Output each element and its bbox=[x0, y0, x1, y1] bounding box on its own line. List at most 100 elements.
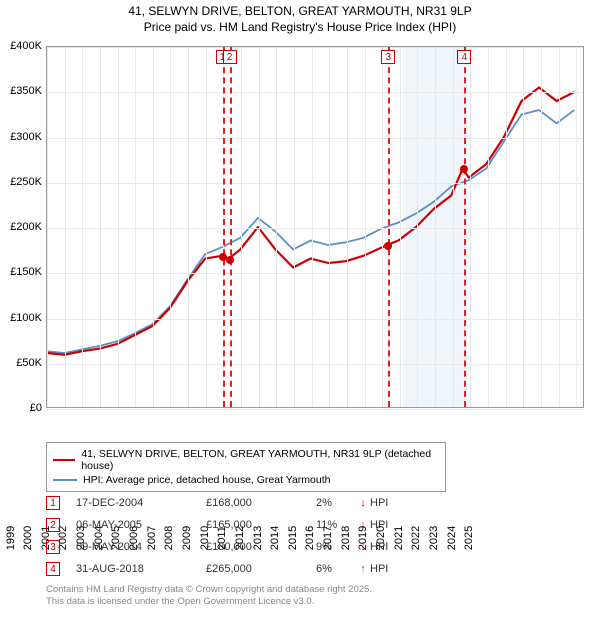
tx-date: 09-MAY-2014 bbox=[76, 541, 206, 553]
gridline-v bbox=[153, 47, 154, 407]
y-tick-label: £50K bbox=[2, 357, 42, 369]
gridline-v bbox=[576, 47, 577, 407]
gridline-v bbox=[417, 47, 418, 407]
y-tick-label: £150K bbox=[2, 266, 42, 278]
gridline-v bbox=[470, 47, 471, 407]
marker-line bbox=[230, 47, 232, 407]
arrow-down-icon: ↓ bbox=[356, 541, 370, 553]
tx-price: £168,000 bbox=[206, 497, 316, 509]
gridline-v bbox=[365, 47, 366, 407]
chart-container: 41, SELWYN DRIVE, BELTON, GREAT YARMOUTH… bbox=[0, 0, 600, 620]
gridline-h bbox=[47, 409, 583, 410]
marker-number-box: 3 bbox=[381, 50, 395, 64]
data-point-dot bbox=[226, 256, 234, 264]
data-point-dot bbox=[384, 242, 392, 250]
legend-item: 41, SELWYN DRIVE, BELTON, GREAT YARMOUTH… bbox=[53, 447, 439, 473]
arrow-down-icon: ↓ bbox=[356, 519, 370, 531]
chart-title: 41, SELWYN DRIVE, BELTON, GREAT YARMOUTH… bbox=[0, 0, 600, 35]
gridline-v bbox=[170, 47, 171, 407]
gridline-v bbox=[506, 47, 507, 407]
tx-price: £265,000 bbox=[206, 563, 316, 575]
tx-date: 06-MAY-2005 bbox=[76, 519, 206, 531]
gridline-v bbox=[488, 47, 489, 407]
gridline-v bbox=[65, 47, 66, 407]
line-chart-svg bbox=[47, 47, 583, 407]
transaction-row: 2 06-MAY-2005£165,00011%↓HPI bbox=[46, 514, 400, 536]
transaction-table: 117-DEC-2004£168,0002%↓HPI206-MAY-2005£1… bbox=[46, 492, 400, 580]
tx-pct: 2% bbox=[316, 497, 356, 509]
transaction-row: 309-MAY-2014£180,0009%↓HPI bbox=[46, 536, 400, 558]
plot-area: 1234 bbox=[46, 46, 584, 408]
gridline-v bbox=[329, 47, 330, 407]
tx-hpi-label: HPI bbox=[370, 497, 400, 509]
tx-pct: 6% bbox=[316, 563, 356, 575]
marker-line bbox=[223, 47, 225, 407]
gridline-v bbox=[135, 47, 136, 407]
gridline-v bbox=[206, 47, 207, 407]
transaction-row: 4 31-AUG-2018£265,0006%↑HPI bbox=[46, 558, 400, 580]
marker-line bbox=[388, 47, 390, 407]
gridline-v bbox=[382, 47, 383, 407]
gridline-h bbox=[47, 273, 583, 274]
gridline-h bbox=[47, 92, 583, 93]
tx-number-box: 1 bbox=[46, 496, 60, 510]
y-tick-label: £400K bbox=[2, 40, 42, 52]
gridline-v bbox=[47, 47, 48, 407]
marker-number-box: 2 bbox=[223, 50, 237, 64]
footer-line-1: Contains HM Land Registry data © Crown c… bbox=[46, 584, 372, 595]
legend-label: HPI: Average price, detached house, Grea… bbox=[83, 474, 330, 486]
gridline-v bbox=[241, 47, 242, 407]
title-line-1: 41, SELWYN DRIVE, BELTON, GREAT YARMOUTH… bbox=[128, 4, 471, 18]
footer-line-2: This data is licensed under the Open Gov… bbox=[46, 596, 314, 607]
y-tick-label: £250K bbox=[2, 176, 42, 188]
legend-swatch-blue bbox=[53, 479, 77, 481]
gridline-h bbox=[47, 47, 583, 48]
title-line-2: Price paid vs. HM Land Registry's House … bbox=[144, 20, 456, 34]
tx-number-box: 4 bbox=[46, 562, 60, 576]
gridline-h bbox=[47, 228, 583, 229]
tx-hpi-label: HPI bbox=[370, 519, 400, 531]
tx-hpi-label: HPI bbox=[370, 541, 400, 553]
gridline-v bbox=[347, 47, 348, 407]
gridline-h bbox=[47, 364, 583, 365]
tx-date: 17-DEC-2004 bbox=[76, 497, 206, 509]
x-tick-label: 2025 bbox=[463, 523, 600, 553]
gridline-v bbox=[400, 47, 401, 407]
tx-pct: 9% bbox=[316, 541, 356, 553]
y-tick-label: £0 bbox=[2, 402, 42, 414]
gridline-v bbox=[541, 47, 542, 407]
y-tick-label: £100K bbox=[2, 312, 42, 324]
arrow-up-icon: ↑ bbox=[356, 563, 370, 575]
data-point-dot bbox=[460, 165, 468, 173]
gridline-v bbox=[294, 47, 295, 407]
gridline-v bbox=[523, 47, 524, 407]
gridline-v bbox=[259, 47, 260, 407]
gridline-v bbox=[118, 47, 119, 407]
gridline-h bbox=[47, 183, 583, 184]
gridline-v bbox=[312, 47, 313, 407]
gridline-h bbox=[47, 319, 583, 320]
y-tick-label: £300K bbox=[2, 131, 42, 143]
y-tick-label: £200K bbox=[2, 221, 42, 233]
legend-label: 41, SELWYN DRIVE, BELTON, GREAT YARMOUTH… bbox=[81, 448, 439, 472]
tx-number-box: 2 bbox=[46, 518, 60, 532]
footer-text: Contains HM Land Registry data © Crown c… bbox=[46, 584, 372, 608]
gridline-v bbox=[435, 47, 436, 407]
gridline-v bbox=[100, 47, 101, 407]
tx-number-box: 3 bbox=[46, 540, 60, 554]
marker-number-box: 4 bbox=[457, 50, 471, 64]
tx-hpi-label: HPI bbox=[370, 563, 400, 575]
y-tick-label: £350K bbox=[2, 85, 42, 97]
gridline-v bbox=[276, 47, 277, 407]
transaction-row: 1 17-DEC-2004£168,0002%↓HPI bbox=[46, 492, 400, 514]
legend-swatch-red bbox=[53, 459, 75, 461]
gridline-v bbox=[453, 47, 454, 407]
gridline-v bbox=[188, 47, 189, 407]
tx-price: £165,000 bbox=[206, 519, 316, 531]
arrow-down-icon: ↓ bbox=[356, 497, 370, 509]
gridline-v bbox=[82, 47, 83, 407]
tx-pct: 11% bbox=[316, 519, 356, 531]
legend-box: 41, SELWYN DRIVE, BELTON, GREAT YARMOUTH… bbox=[46, 442, 446, 492]
gridline-h bbox=[47, 138, 583, 139]
tx-date: 31-AUG-2018 bbox=[76, 563, 206, 575]
